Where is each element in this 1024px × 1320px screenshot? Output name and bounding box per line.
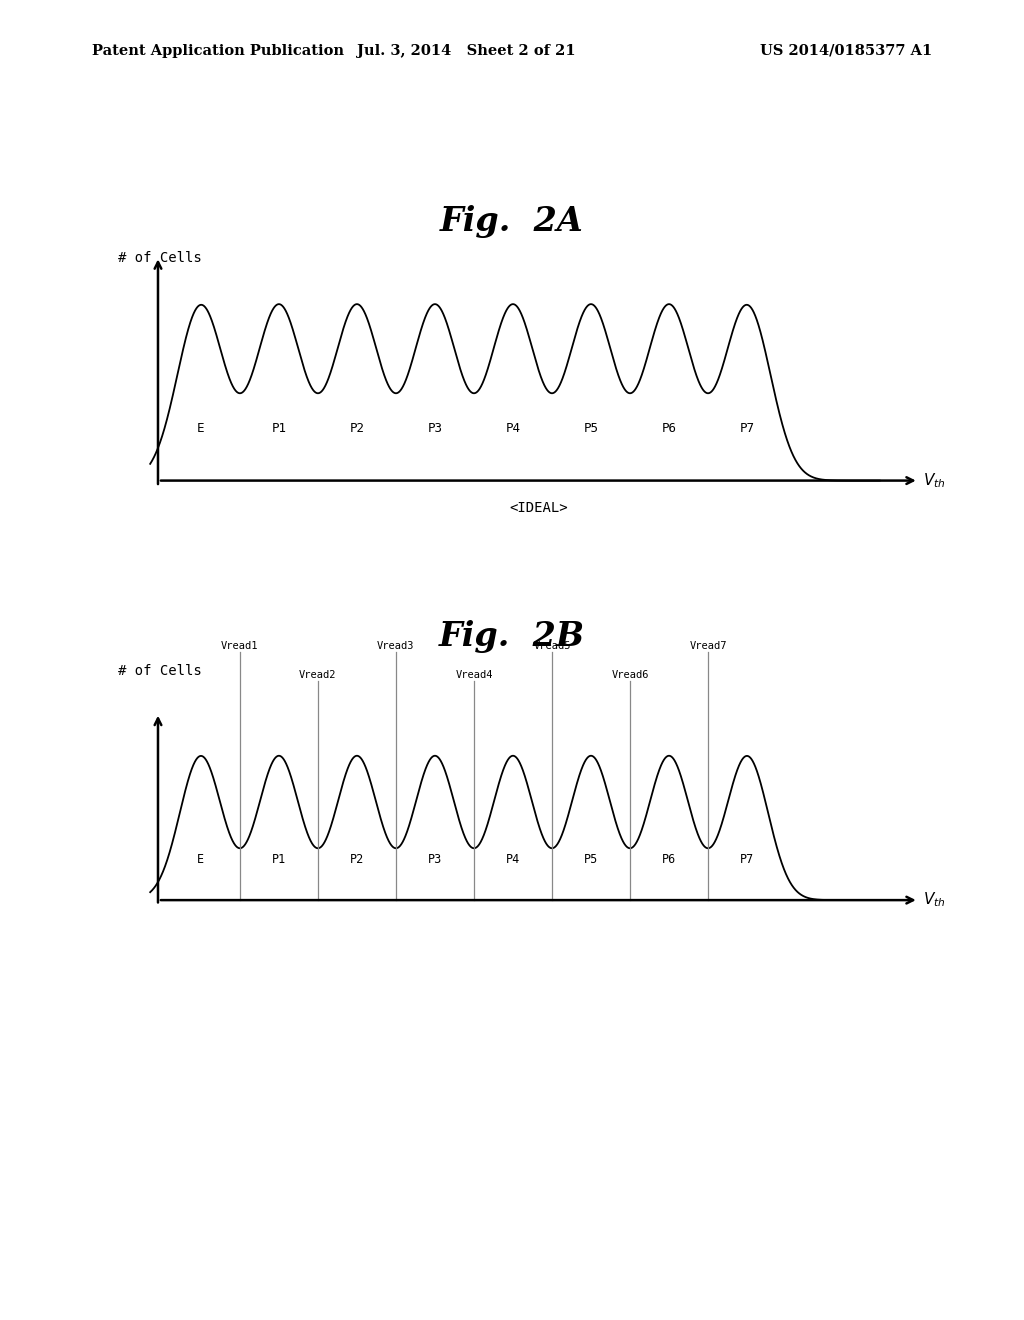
Text: Fig.  2A: Fig. 2A: [440, 205, 584, 238]
Text: <IDEAL>: <IDEAL>: [509, 500, 567, 515]
Text: P3: P3: [428, 853, 442, 866]
Text: Vread3: Vread3: [377, 642, 415, 651]
Text: P4: P4: [506, 421, 520, 434]
Text: Vread5: Vread5: [534, 642, 570, 651]
Text: $V_{th}$: $V_{th}$: [923, 471, 945, 490]
Text: P6: P6: [662, 421, 677, 434]
Text: P7: P7: [739, 421, 755, 434]
Text: Vread4: Vread4: [456, 669, 493, 680]
Text: Patent Application Publication: Patent Application Publication: [92, 44, 344, 58]
Text: Jul. 3, 2014   Sheet 2 of 21: Jul. 3, 2014 Sheet 2 of 21: [356, 44, 575, 58]
Text: E: E: [198, 853, 205, 866]
Text: P5: P5: [584, 421, 598, 434]
Text: # of Cells: # of Cells: [118, 251, 202, 265]
Text: P1: P1: [271, 421, 287, 434]
Text: # of Cells: # of Cells: [118, 664, 202, 678]
Text: E: E: [198, 421, 205, 434]
Text: Vread2: Vread2: [299, 669, 337, 680]
Text: Fig.  2B: Fig. 2B: [439, 620, 585, 653]
Text: P1: P1: [271, 853, 286, 866]
Text: P2: P2: [349, 421, 365, 434]
Text: P3: P3: [427, 421, 442, 434]
Text: Vread6: Vread6: [611, 669, 649, 680]
Text: Vread1: Vread1: [221, 642, 259, 651]
Text: P7: P7: [740, 853, 754, 866]
Text: P2: P2: [350, 853, 365, 866]
Text: P6: P6: [662, 853, 676, 866]
Text: P4: P4: [506, 853, 520, 866]
Text: US 2014/0185377 A1: US 2014/0185377 A1: [760, 44, 932, 58]
Text: Vread7: Vread7: [689, 642, 727, 651]
Text: P5: P5: [584, 853, 598, 866]
Text: $V_{th}$: $V_{th}$: [923, 891, 945, 909]
